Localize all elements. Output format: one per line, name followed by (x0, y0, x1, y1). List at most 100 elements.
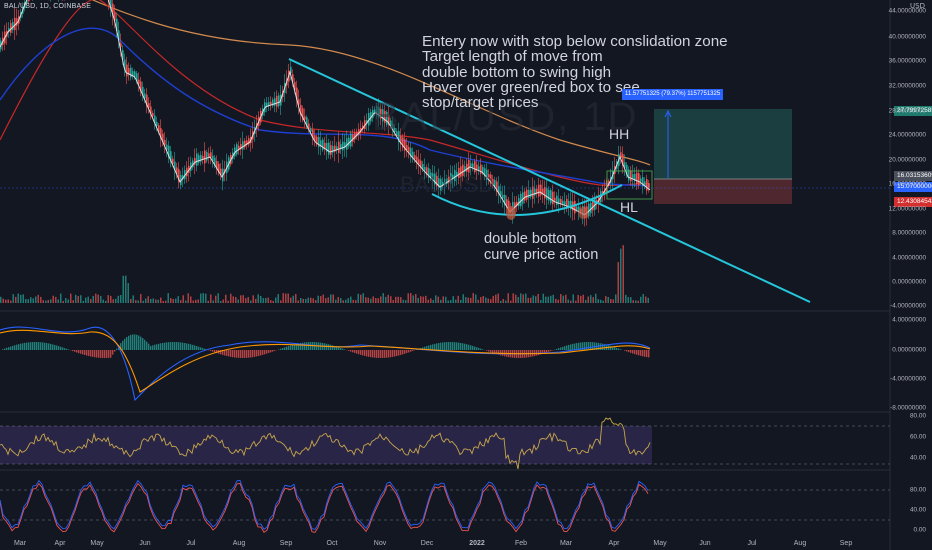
macd-histogram-bar (164, 342, 166, 350)
volume-bar (350, 296, 352, 303)
volume-bar (597, 299, 599, 303)
macd-histogram-bar (388, 350, 390, 358)
candle-body (564, 201, 566, 205)
macd-histogram-bar (570, 344, 572, 350)
time-axis-tick: Sep (279, 540, 293, 547)
macd-histogram-bar (114, 350, 116, 352)
candle-body (178, 169, 180, 182)
candle-body (520, 193, 522, 207)
volume-bar (185, 300, 187, 303)
double-bottom-note[interactable]: double bottom curve price action (484, 231, 599, 263)
volume-bar (17, 293, 19, 303)
candle-body (432, 173, 434, 181)
candle-body (368, 113, 370, 126)
macd-histogram-bar (384, 350, 386, 358)
volume-bar (482, 295, 484, 303)
candle-body (408, 146, 410, 154)
volume-bar (172, 299, 174, 303)
volume-bar (157, 299, 159, 303)
macd-histogram-bar (174, 342, 176, 350)
volume-bar (340, 298, 342, 303)
volume-bar (452, 296, 454, 303)
time-axis-tick: Oct (326, 540, 338, 547)
macd-histogram-bar (116, 348, 118, 350)
candle-body (488, 174, 490, 180)
macd-histogram-bar (440, 342, 442, 350)
candle-body (414, 155, 416, 160)
macd-histogram-bar (142, 338, 144, 350)
trade-note-text[interactable]: Entery now with stop below conslidation … (422, 33, 728, 112)
macd-histogram-bar (258, 350, 260, 356)
candle-body (566, 198, 568, 209)
macd-histogram-bar (94, 350, 96, 358)
macd-histogram-bar (248, 350, 250, 358)
candle-body (204, 150, 206, 164)
macd-histogram-bar (562, 346, 564, 350)
macd-histogram-bar (494, 350, 496, 354)
volume-bar (397, 296, 399, 303)
volume-bar (587, 296, 589, 303)
volume-bar (85, 297, 87, 303)
macd-histogram-bar (636, 350, 638, 355)
candle-body (202, 155, 204, 160)
volume-bar (55, 296, 57, 303)
volume-bar (92, 295, 94, 303)
macd-histogram-bar (578, 342, 580, 350)
macd-histogram-bar (362, 350, 364, 356)
macd-histogram-bar (386, 350, 388, 358)
candle-body (186, 167, 188, 177)
macd-histogram-bar (184, 343, 186, 350)
macd-histogram-bar (192, 344, 194, 350)
symbol-title[interactable]: BAL/USD, 1D, COINBASE (4, 3, 92, 10)
macd-histogram-bar (20, 343, 22, 350)
candle-body (350, 133, 352, 147)
macd-histogram-bar (640, 350, 642, 356)
price-axis-tick: 24.00000000 (888, 131, 926, 139)
macd-histogram-bar (628, 350, 630, 353)
volume-bar (177, 296, 179, 303)
position-range-label[interactable]: 11.57751325 (79.37%) 1157751325 (622, 89, 724, 100)
macd-histogram-bar (4, 348, 6, 350)
macd-histogram-bar (188, 343, 190, 350)
macd-histogram-bar (482, 349, 484, 350)
macd-histogram-bar (278, 349, 280, 350)
macd-histogram-bar (364, 350, 366, 356)
macd-histogram-bar (242, 350, 244, 358)
macd-histogram-bar (128, 335, 130, 350)
macd-histogram-bar (76, 350, 78, 353)
candle-body (644, 181, 646, 186)
macd-histogram-bar (74, 350, 76, 352)
volume-bar (25, 299, 27, 303)
higher-high-label[interactable]: HH (609, 126, 630, 142)
macd-histogram-bar (380, 350, 382, 358)
macd-histogram-bar (610, 345, 612, 350)
candle-body (452, 174, 454, 180)
candle-body (542, 188, 544, 195)
macd-histogram-bar (400, 350, 402, 355)
time-axis-tick: Apr (608, 540, 620, 547)
candle-body (468, 160, 470, 173)
macd-histogram-bar (38, 342, 40, 350)
candle-body (632, 174, 634, 180)
volume-bar (410, 293, 412, 303)
volume-bar (460, 299, 462, 303)
time-axis-tick: Aug (793, 540, 807, 547)
macd-histogram-bar (96, 350, 98, 358)
macd-histogram-bar (72, 350, 74, 352)
volume-bar (330, 294, 332, 303)
volume-bar (570, 300, 572, 303)
ma-20-line (0, 0, 651, 215)
volume-bar (235, 297, 237, 303)
descending-trendline (288, 58, 811, 303)
macd-histogram-bar (620, 349, 622, 350)
volume-bar (290, 297, 292, 303)
candle-body (348, 137, 350, 147)
candle-body (524, 191, 526, 201)
higher-low-label[interactable]: HL (620, 199, 638, 215)
volume-bar (110, 295, 112, 303)
volume-bar (435, 295, 437, 303)
candle-body (628, 169, 630, 181)
candle-body (376, 105, 378, 116)
